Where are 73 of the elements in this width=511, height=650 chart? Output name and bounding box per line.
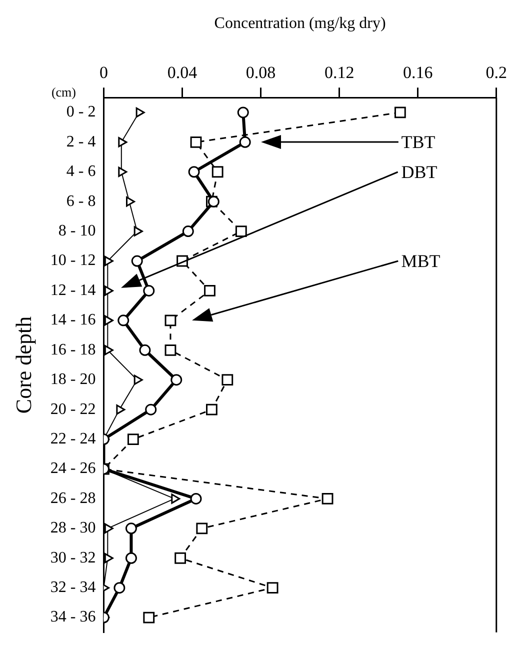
point [104,256,114,266]
text: (cm) [51,84,76,100]
point [131,255,143,267]
point [143,284,155,296]
point [237,106,249,118]
point [118,166,128,177]
point [235,226,247,237]
y-tick-label: 16 - 18 [50,341,96,358]
point [125,552,137,564]
point [164,314,176,326]
point [322,493,334,504]
point [116,404,126,415]
y-tick-label: 30 - 32 [50,549,96,566]
point [104,286,114,296]
point [164,344,176,356]
point [134,374,143,385]
point [104,345,114,356]
point [118,314,130,326]
y-tick-label: 12 - 14 [50,282,96,299]
point [206,404,218,416]
point [266,582,278,594]
x-tick-label: 0.04 [167,62,198,82]
point [170,374,182,386]
y-tick-label: 14 - 16 [50,312,96,329]
point [114,582,126,594]
point [118,137,128,148]
y-tick-label: 20 - 22 [50,400,96,418]
y-axis-title: Core depth [10,316,36,414]
point [126,196,135,207]
y-tick-label: 18 - 20 [50,371,96,388]
y-tick-label: 22 - 24 [50,430,96,448]
y-tick-label: 26 - 28 [50,490,96,507]
point [190,136,202,148]
point [145,404,157,416]
x-tick-label: 0.16 [402,62,433,82]
point [204,285,216,296]
x-tick-label: 0.12 [324,62,354,82]
y-tick-label: 8 - 10 [58,222,96,240]
point [127,434,139,445]
point [174,552,186,564]
point [143,612,155,624]
annotation: TBT [401,131,436,154]
y-tick-label: 10 - 12 [50,252,96,270]
point [134,226,143,236]
point [104,523,114,534]
y-tick-label: 4 - 6 [66,163,96,180]
y-tick-label: 6 - 8 [66,192,96,210]
x-tick-label: 0.2 [486,62,507,82]
annotation: DBT [401,160,438,183]
y-tick-label: 32 - 34 [50,579,96,596]
point [394,106,406,118]
point [239,136,251,148]
point [222,374,234,386]
point [136,107,145,118]
x-tick-label: 0 [99,62,108,82]
point [139,344,151,356]
point [212,166,224,178]
y-tick-label: 28 - 30 [50,520,96,537]
point [171,494,180,504]
x-tick-label: 0.08 [246,62,276,82]
point [125,522,137,534]
y-tick-label: 2 - 4 [66,133,96,150]
point [188,166,200,178]
y-tick-label: 24 - 26 [50,460,96,478]
annotation: MBT [401,250,440,272]
point [104,315,114,326]
point [190,492,202,504]
y-tick-label: 0 - 2 [66,104,96,121]
point [196,522,208,534]
x-axis-title: Concentration (mg/kg dry) [214,14,386,32]
y-tick-label: 34 - 36 [50,608,96,626]
point [182,226,194,238]
point [104,553,114,564]
